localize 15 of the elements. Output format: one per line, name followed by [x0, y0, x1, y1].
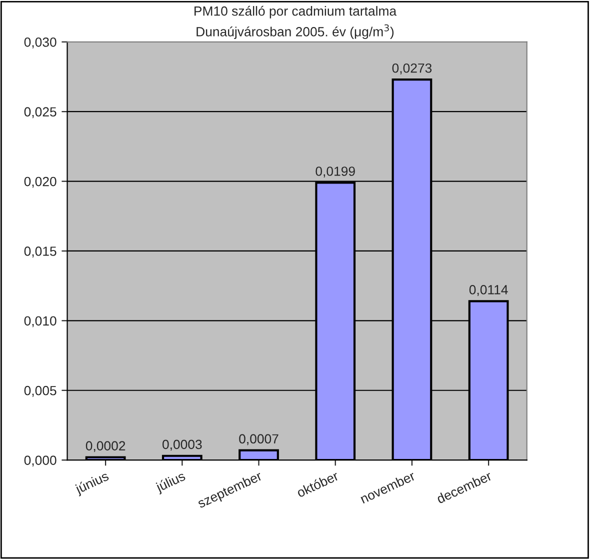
data-label: 0,0003 — [162, 440, 202, 451]
data-label: 0,0199 — [316, 166, 355, 178]
data-label: 0,0002 — [86, 441, 126, 452]
y-tick-label: 0,025 — [24, 107, 56, 118]
y-tick-label: 0,010 — [24, 316, 56, 328]
data-label: 0,0114 — [469, 285, 508, 296]
y-tick-label: 0,015 — [24, 246, 56, 258]
data-label: 0,0007 — [239, 434, 278, 446]
y-tick-label: 0,020 — [24, 176, 56, 188]
y-tick-label: 0,000 — [24, 456, 56, 467]
chart-title: PM10 szálló por cadmium tartalma Dunaújvárosban 2005. év (μg/m$^{3}$) — [194, 6, 397, 39]
y-tick-label: 0,030 — [24, 37, 56, 48]
y-tick-label: 0,005 — [24, 386, 56, 397]
x-tick-label: július — [154, 470, 187, 495]
data-label: 0,0273 — [392, 63, 432, 74]
